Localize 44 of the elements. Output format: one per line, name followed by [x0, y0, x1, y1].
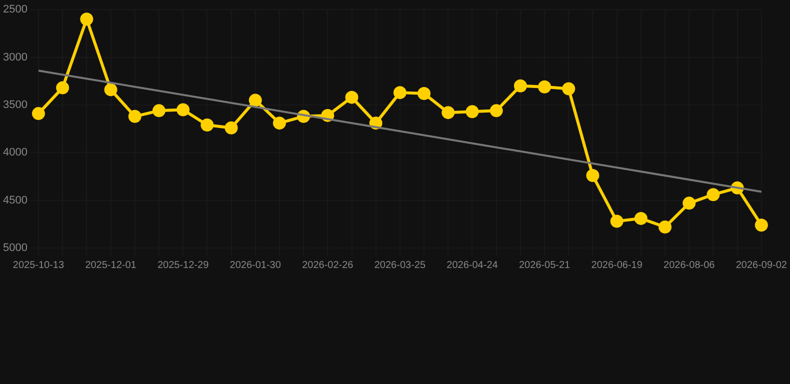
x-tick-label: 2026-05-21	[518, 260, 571, 271]
point	[418, 87, 431, 100]
point	[442, 106, 455, 120]
x-tick-label: 2026-06-19	[591, 260, 643, 271]
point	[200, 118, 214, 132]
point	[152, 104, 166, 118]
y-tick-label: 5000	[2, 242, 28, 254]
point	[586, 169, 600, 182]
point	[562, 82, 576, 96]
y-tick-label: 2500	[2, 4, 28, 16]
point	[248, 94, 262, 107]
x-tick-label: 2025-12-29	[157, 260, 210, 271]
point	[345, 90, 358, 104]
point	[272, 116, 286, 130]
point	[754, 218, 768, 232]
y-tick-label: 3500	[2, 98, 28, 111]
x-tick-label: 2026-09-02	[736, 260, 788, 271]
x-tick-label: 2026-01-30	[230, 260, 282, 271]
point	[176, 103, 190, 116]
x-tick-label: 2026-04-24	[446, 260, 498, 271]
point	[466, 105, 479, 118]
point	[32, 107, 45, 120]
point	[393, 86, 406, 100]
point	[80, 12, 94, 26]
x-tick-label: 2025-10-13	[12, 260, 64, 271]
point	[538, 80, 552, 94]
point	[514, 79, 527, 92]
point	[682, 196, 696, 210]
point	[610, 214, 624, 228]
point	[634, 212, 648, 225]
point	[658, 220, 672, 234]
y-tick-label: 4500	[2, 194, 28, 206]
y-tick-label: 4000	[2, 146, 28, 159]
x-tick-label: 2026-03-25	[374, 260, 426, 271]
point	[128, 110, 142, 123]
y-tick-label: 3000	[2, 51, 28, 64]
point	[706, 188, 720, 202]
x-tick-label: 2025-12-01	[85, 260, 137, 271]
point	[224, 121, 238, 134]
x-tick-label: 2026-08-06	[664, 260, 716, 271]
x-tick-label: 2026-02-26	[302, 260, 354, 271]
point	[104, 83, 118, 96]
point	[490, 104, 503, 118]
point	[56, 81, 70, 94]
